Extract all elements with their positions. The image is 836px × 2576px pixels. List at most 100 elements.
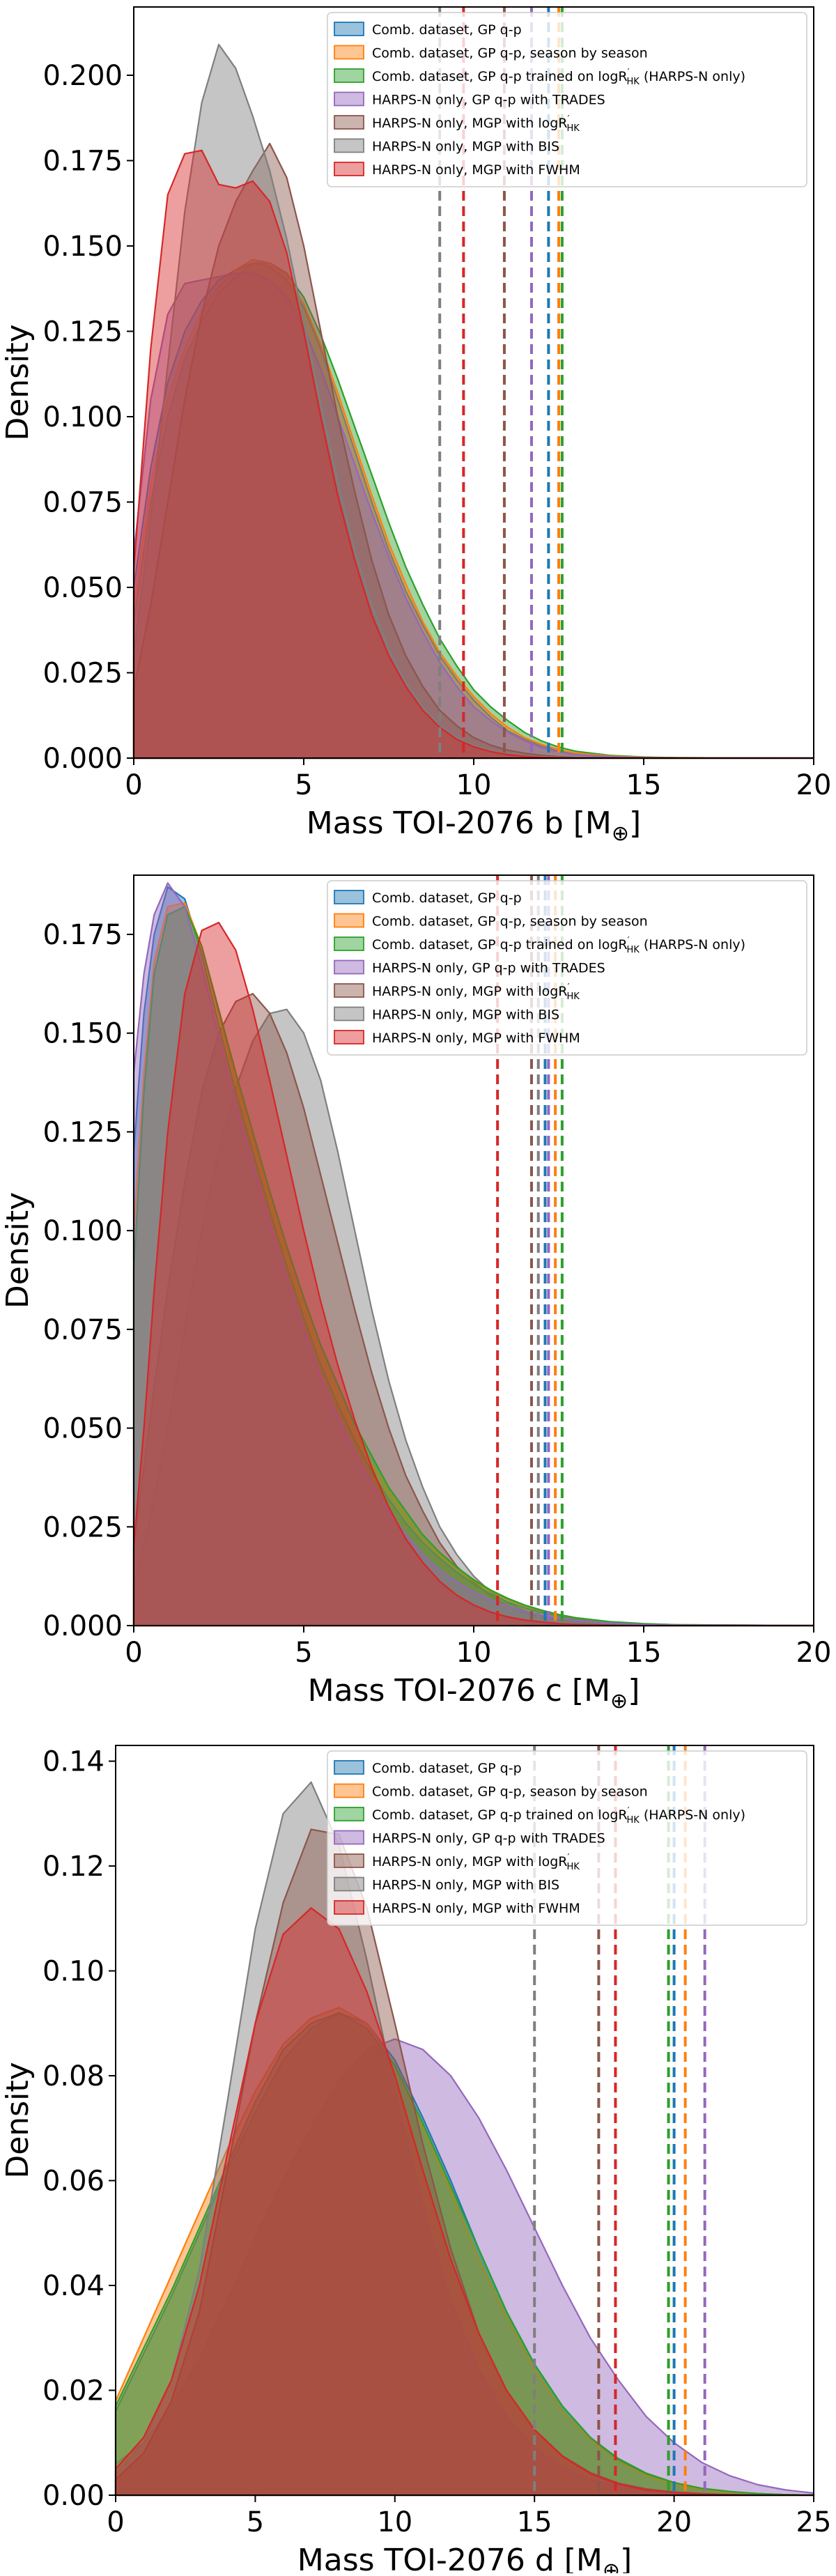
density-area-harps-n-only-gp-q-p-with-trades <box>114 2038 815 2497</box>
y-axis-title: Density <box>0 1192 36 1309</box>
y-tick-label: 0.00 <box>42 2480 104 2512</box>
legend: Comb. dataset, GP q-p Comb. dataset, GP q… <box>327 1750 807 1926</box>
legend-swatch <box>334 45 364 60</box>
density-area-harps-n-only-mgp-with-fwhm <box>114 1907 815 2497</box>
y-tick-label: 0.075 <box>42 1314 123 1346</box>
y-tick-label: 0.050 <box>42 572 123 604</box>
legend-swatch <box>334 1030 364 1044</box>
chart-panel-1: 0 5 10 15 20 0.000 0.025 0.050 0.075 0.100 0.125 0.… <box>0 6 832 846</box>
legend-swatch <box>334 22 364 36</box>
y-tick-label: 0.02 <box>42 2375 104 2407</box>
legend-label: Comb. dataset, GP q-p, season by season <box>372 46 648 61</box>
x-tick-label: 15 <box>626 1637 662 1669</box>
legend-swatch <box>334 1006 364 1021</box>
chart-panel-2: 0 5 10 15 20 0.000 0.025 0.050 0.075 0.100 0.125 0.… <box>0 874 832 1713</box>
y-tick-label: 0.100 <box>42 401 123 433</box>
density-area-harps-n-only-mgp-with-fwhm <box>132 921 815 1627</box>
legend-label: Comb. dataset, GP q-p trained on logR′ HK… <box>372 1806 745 1826</box>
legend-swatch <box>334 138 364 153</box>
legend-label: Comb. dataset, GP q-p trained on logR′ HK… <box>372 68 745 87</box>
legend-label: HARPS-N only, MGP with logR′ HK <box>372 114 580 134</box>
y-tick-label: 0.06 <box>42 2166 104 2198</box>
y-tick-label: 0.175 <box>42 919 123 951</box>
legend-swatch <box>334 936 364 951</box>
density-area-harps-n-only-gp-q-p-with-trades <box>132 272 815 759</box>
x-tick-label: 15 <box>517 2506 552 2538</box>
legend-label: HARPS-N only, GP q-p with TRADES <box>372 1831 605 1846</box>
x-tick-label: 0 <box>107 2506 124 2538</box>
legend-box <box>327 1750 807 1926</box>
legend-swatch <box>334 115 364 130</box>
legend-swatch <box>334 68 364 83</box>
y-tick-label: 0.050 <box>42 1413 123 1445</box>
x-tick-label: 10 <box>456 769 492 801</box>
x-tick-label: 20 <box>796 1637 832 1669</box>
legend-label: HARPS-N only, MGP with FWHM <box>372 1901 580 1916</box>
legend-label: HARPS-N only, MGP with FWHM <box>372 1031 580 1046</box>
legend-swatch <box>334 1783 364 1798</box>
density-area-comb-dataset-gp-q-p-season-by-season <box>114 2007 815 2497</box>
legend-label: HARPS-N only, MGP with logR′ HK <box>372 982 580 1002</box>
y-tick-label: 0.08 <box>42 2060 104 2092</box>
legend-swatch <box>334 1900 364 1915</box>
density-area-comb-dataset-gp-q-p-season-by-season <box>132 259 815 759</box>
y-tick-label: 0.200 <box>42 60 123 92</box>
x-tick-label: 10 <box>456 1637 492 1669</box>
legend-swatch <box>334 1830 364 1845</box>
y-tick-label: 0.125 <box>42 1116 123 1148</box>
x-axis-title: Mass TOI-2076 c [M⊕] <box>308 1673 640 1713</box>
x-tick-label: 5 <box>295 769 312 801</box>
legend-swatch <box>334 1853 364 1868</box>
legend-label: HARPS-N only, GP q-p with TRADES <box>372 93 605 108</box>
legend-swatch <box>334 983 364 998</box>
density-area-comb-dataset-gp-q-p-trained-on-logr-hk-harps-n-only <box>114 2012 815 2497</box>
y-tick-label: 0.025 <box>42 1511 123 1543</box>
y-tick-label: 0.175 <box>42 146 123 178</box>
legend: Comb. dataset, GP q-p Comb. dataset, GP q… <box>327 880 807 1056</box>
legend-box <box>327 880 807 1056</box>
density-area-harps-n-only-gp-q-p-with-trades <box>132 882 815 1627</box>
legend-box <box>327 12 807 187</box>
legend-label: HARPS-N only, MGP with BIS <box>372 1008 559 1023</box>
legend-swatch <box>334 162 364 176</box>
y-tick-label: 0.12 <box>42 1851 104 1883</box>
x-tick-label: 5 <box>247 2506 264 2538</box>
legend-label: HARPS-N only, GP q-p with TRADES <box>372 961 605 976</box>
legend-swatch <box>334 1760 364 1775</box>
density-area-harps-n-only-mgp-with-logr-hk <box>132 993 815 1627</box>
legend-swatch <box>334 1807 364 1821</box>
legend-label: HARPS-N only, MGP with logR′ HK <box>372 1853 580 1872</box>
x-tick-label: 20 <box>656 2506 692 2538</box>
legend-label: Comb. dataset, GP q-p <box>372 1761 522 1776</box>
legend-swatch <box>334 959 364 975</box>
legend-swatch <box>334 890 364 904</box>
legend: Comb. dataset, GP q-p Comb. dataset, GP q… <box>327 12 807 187</box>
x-tick-label: 20 <box>796 769 832 801</box>
y-axis-title: Density <box>0 324 36 440</box>
legend-swatch <box>334 1876 364 1892</box>
x-tick-label: 0 <box>125 769 142 801</box>
y-tick-label: 0.14 <box>42 1746 104 1778</box>
x-axis-title: Mass TOI-2076 d [M⊕] <box>297 2543 632 2573</box>
y-tick-label: 0.000 <box>42 1610 123 1642</box>
x-tick-label: 0 <box>125 1637 142 1669</box>
density-area-comb-dataset-gp-q-p-trained-on-logr-hk-harps-n-only <box>132 262 815 759</box>
y-tick-label: 0.000 <box>42 743 123 775</box>
y-tick-label: 0.150 <box>42 1018 123 1050</box>
density-area-comb-dataset-gp-q-p-trained-on-logr-hk-harps-n-only <box>132 906 815 1627</box>
y-tick-label: 0.025 <box>42 658 123 690</box>
legend-swatch <box>334 913 364 928</box>
x-axis-title: Mass TOI-2076 b [M⊕] <box>307 805 641 846</box>
x-tick-label: 15 <box>626 769 662 801</box>
legend-label: HARPS-N only, MGP with FWHM <box>372 162 580 178</box>
chart-panel-3: 0 5 10 15 20 25 0.00 0.02 0.04 0.06 0.08 0.10 0.12 0.… <box>0 1745 832 2576</box>
legend-swatch <box>334 91 364 107</box>
x-tick-label: 25 <box>796 2506 832 2538</box>
y-tick-label: 0.10 <box>42 1956 104 1988</box>
legend-label: HARPS-N only, MGP with BIS <box>372 139 559 155</box>
y-tick-label: 0.100 <box>42 1215 123 1247</box>
legend-label: Comb. dataset, GP q-p trained on logR′ HK… <box>372 936 745 955</box>
legend-label: HARPS-N only, MGP with BIS <box>372 1878 559 1893</box>
